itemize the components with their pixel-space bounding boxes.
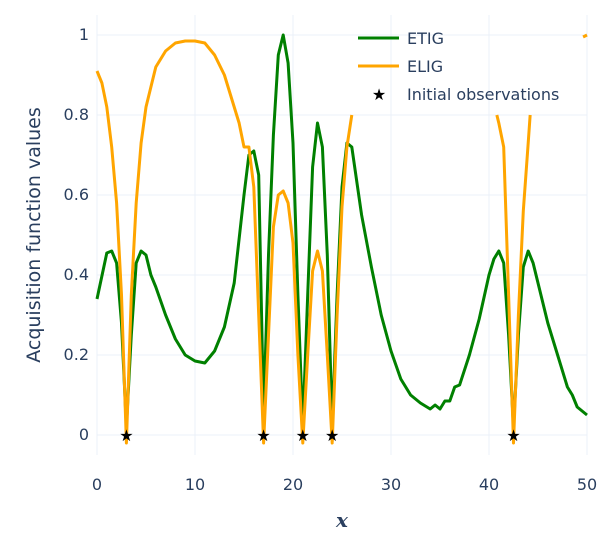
legend-swatch-star-icon: ★	[372, 85, 386, 104]
observation-star-icon: ★	[506, 426, 520, 445]
x-tick-label: 40	[479, 475, 499, 494]
observation-star-icon: ★	[119, 426, 133, 445]
x-tick-label: 30	[381, 475, 401, 494]
y-tick-label: 0.2	[64, 345, 89, 364]
x-tick-label: 0	[92, 475, 102, 494]
x-tick-label: 20	[283, 475, 303, 494]
legend-label-elig: ELIG	[407, 57, 443, 76]
observation-star-icon: ★	[296, 426, 310, 445]
observation-star-icon: ★	[325, 426, 339, 445]
y-tick-label: 0	[79, 425, 89, 444]
observation-star-icon: ★	[256, 426, 270, 445]
y-tick-label: 0.6	[64, 185, 89, 204]
legend-label-etig: ETIG	[407, 29, 444, 48]
legend-label-observations: Initial observations	[407, 85, 559, 104]
x-axis-title: x	[335, 508, 349, 532]
y-tick-label: 0.4	[64, 265, 89, 284]
x-tick-label: 50	[577, 475, 597, 494]
series-line-elig	[95, 39, 354, 445]
legend: ETIG ELIG ★ Initial observations	[358, 29, 559, 104]
plot-lines	[95, 33, 588, 445]
y-axis-ticks: 0 0.2 0.4 0.6 0.8 1	[64, 25, 89, 444]
series-line-etig	[95, 33, 588, 429]
series-line-elig-segment2	[495, 114, 532, 445]
y-axis-title: Acquisition function values	[23, 107, 45, 363]
observation-markers: ★ ★ ★ ★ ★	[119, 426, 520, 445]
y-tick-label: 0.8	[64, 105, 89, 124]
y-tick-label: 1	[79, 25, 89, 44]
x-tick-label: 10	[185, 475, 205, 494]
series-line-elig-segment3	[582, 33, 588, 39]
x-axis-ticks: 0 10 20 30 40 50	[92, 475, 597, 494]
